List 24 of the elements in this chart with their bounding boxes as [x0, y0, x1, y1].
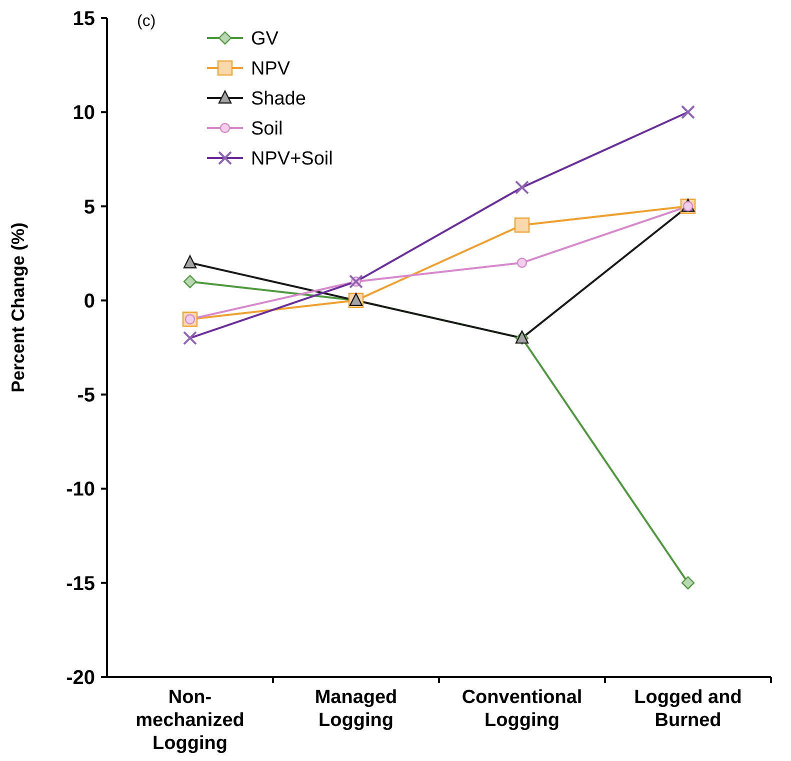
point — [681, 576, 695, 590]
x-tick-label: Conventional Logging — [462, 687, 582, 731]
legend-label: NPV — [251, 58, 290, 80]
point — [514, 218, 530, 233]
x-tick-label: Managed Logging — [314, 687, 398, 731]
y-axis-title: Percent Change (%) — [8, 222, 28, 393]
y-tick-label: 15 — [72, 8, 95, 30]
y-tick-label: -5 — [77, 384, 95, 407]
annotation: (c) — [137, 13, 156, 30]
y-tick-label: 10 — [72, 102, 95, 124]
legend-label: Soil — [251, 118, 283, 140]
x-tick-label: Logged and Burned — [634, 687, 742, 731]
y-tick-label: -20 — [66, 667, 95, 689]
y-tick-label: 0 — [84, 290, 95, 312]
point — [183, 275, 197, 288]
point — [183, 255, 197, 268]
legend-label: Shade — [251, 88, 306, 110]
y-tick-label: 5 — [84, 196, 95, 218]
x-tick-label: Non- mechanized Logging — [136, 687, 244, 754]
y-tick-label: -15 — [66, 572, 95, 595]
legend-label: NPV+Soil — [251, 148, 333, 170]
y-tick-label: -10 — [66, 478, 95, 501]
legend-label: GV — [251, 28, 279, 50]
point — [516, 258, 528, 268]
